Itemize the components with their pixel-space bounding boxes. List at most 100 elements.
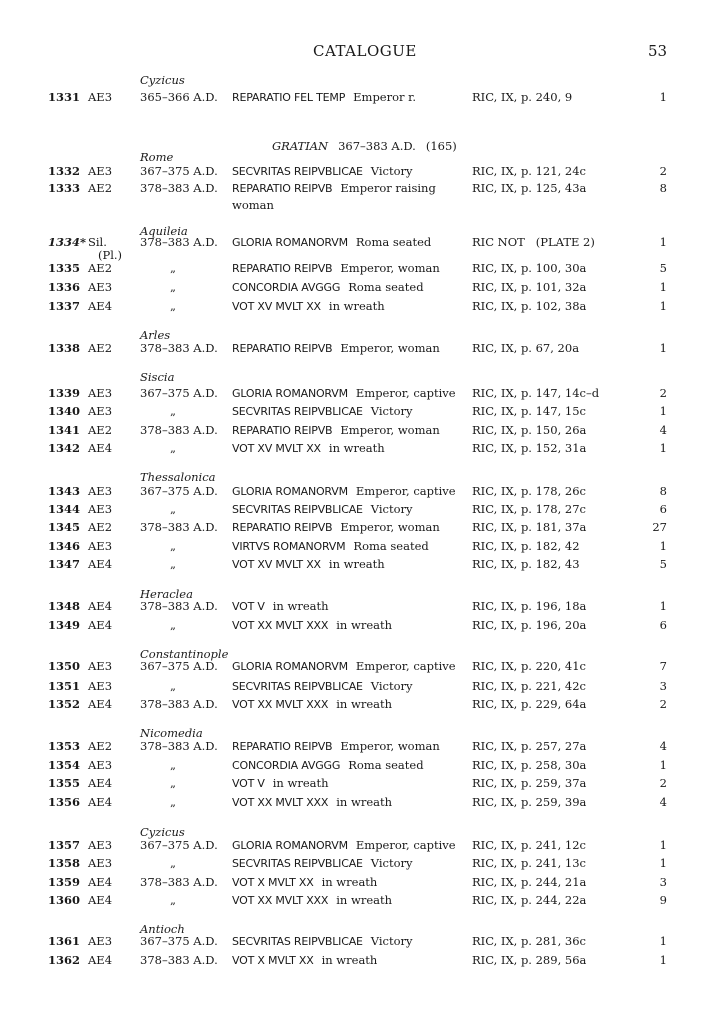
date-range: 378–383 A.D. — [140, 520, 218, 534]
denomination: AE3 — [88, 164, 113, 178]
reverse-legend: REPARATIO REIPVB — [232, 740, 333, 753]
specimen-count: 1 — [659, 235, 667, 249]
specimen-count: 1 — [659, 856, 667, 870]
type-description: Emperor, captive — [355, 838, 456, 852]
reverse-legend: REPARATIO REIPVB — [232, 262, 333, 275]
ric-reference: RIC, IX, p. 241, 12c — [472, 838, 586, 852]
catalogue-number: 1360 — [48, 893, 81, 907]
ric-reference: RIC, IX, p. 240, 9 — [472, 90, 573, 104]
coin-type: REPARATIO FEL TEMP Emperor r. — [232, 90, 416, 105]
denomination: AE3 — [88, 484, 113, 498]
date-range: 367–375 A.D. — [140, 386, 218, 400]
reverse-legend: SECVRITAS REIPVBLICAE — [232, 857, 363, 870]
type-description: Victory — [370, 502, 413, 516]
specimen-count: 1 — [659, 299, 667, 313]
date-range: 378–383 A.D. — [140, 181, 218, 195]
reverse-legend: SECVRITAS REIPVBLICAE — [232, 680, 363, 693]
type-description: in wreath — [272, 599, 329, 613]
denomination: AE3 — [88, 90, 113, 104]
reverse-legend: REPARATIO REIPVB — [232, 342, 333, 355]
mint-name: Antioch — [140, 922, 185, 936]
denomination: AE4 — [88, 618, 113, 632]
date-range: 378–383 A.D. — [140, 341, 218, 355]
date-range: 378–383 A.D. — [140, 697, 218, 711]
denomination: Sil. — [88, 235, 107, 249]
specimen-count: 3 — [659, 679, 667, 693]
date-range: „ — [170, 795, 176, 809]
catalogue-number: 1346 — [48, 539, 81, 553]
date-range: „ — [170, 502, 176, 516]
type-description: in wreath — [328, 557, 385, 571]
specimen-count: 6 — [659, 502, 667, 516]
reverse-legend: VOT XV MVLT XX — [232, 300, 321, 313]
catalogue-number: 1353 — [48, 739, 81, 753]
date-range: 378–383 A.D. — [140, 953, 218, 967]
specimen-count: 8 — [659, 181, 667, 195]
reverse-legend: VOT XX MVLT XXX — [232, 796, 329, 809]
coin-type: GLORIA ROMANORVM Emperor, captive — [232, 386, 456, 401]
catalogue-number: 1359 — [48, 875, 81, 889]
type-description: Victory — [370, 404, 413, 418]
specimen-count: 1 — [659, 539, 667, 553]
catalogue-number: 1345 — [48, 520, 81, 534]
specimen-count: 1 — [659, 341, 667, 355]
denomination: AE3 — [88, 502, 113, 516]
date-range: „ — [170, 557, 176, 571]
denomination: AE4 — [88, 795, 113, 809]
type-description: Emperor, captive — [355, 659, 456, 673]
date-range: 378–383 A.D. — [140, 423, 218, 437]
denomination: AE4 — [88, 893, 113, 907]
catalogue-number: 1331 — [48, 90, 81, 104]
coin-type: VOT X MVLT XX in wreath — [232, 875, 377, 890]
date-range: „ — [170, 776, 176, 790]
specimen-count: 1 — [659, 90, 667, 104]
denomination: AE3 — [88, 386, 113, 400]
specimen-count: 2 — [659, 697, 667, 711]
date-range: 367–375 A.D. — [140, 164, 218, 178]
date-range: „ — [170, 280, 176, 294]
denomination: AE3 — [88, 758, 113, 772]
catalogue-number: 1357 — [48, 838, 81, 852]
reverse-legend: VOT XV MVLT XX — [232, 442, 321, 455]
ric-reference: RIC, IX, p. 257, 27a — [472, 739, 587, 753]
reverse-legend: GLORIA ROMANORVM — [232, 485, 348, 498]
catalogue-number: 1361 — [48, 934, 81, 948]
type-description: Roma seated — [353, 539, 429, 553]
mint-name: Thessalonica — [140, 470, 216, 484]
denomination: AE2 — [88, 520, 113, 534]
type-description: Roma seated — [348, 758, 424, 772]
denomination: AE2 — [88, 423, 113, 437]
catalogue-number: 1336 — [48, 280, 81, 294]
specimen-count: 1 — [659, 404, 667, 418]
denomination: AE3 — [88, 659, 113, 673]
specimen-count: 4 — [659, 795, 667, 809]
reverse-legend: SECVRITAS REIPVBLICAE — [232, 165, 363, 178]
ric-reference: RIC, IX, p. 182, 42 — [472, 539, 580, 553]
date-range: 378–383 A.D. — [140, 235, 218, 249]
type-description: in wreath — [328, 299, 385, 313]
type-description: in wreath — [336, 697, 393, 711]
mint-name: Siscia — [140, 370, 175, 384]
type-description: Emperor, woman — [340, 261, 440, 275]
catalogue-number: 1333 — [48, 181, 81, 195]
type-description: Roma seated — [355, 235, 432, 249]
specimen-count: 5 — [659, 261, 667, 275]
catalogue-number: 1348 — [48, 599, 81, 613]
ric-reference: RIC, IX, p. 121, 24c — [472, 164, 586, 178]
coin-type: REPARATIO REIPVB Emperor raising — [232, 181, 436, 196]
catalogue-number: 1356 — [48, 795, 81, 809]
catalogue-number: 1347 — [48, 557, 81, 571]
catalogue-number: 1344 — [48, 502, 81, 516]
specimen-count: 1 — [659, 280, 667, 294]
coin-type: VOT XV MVLT XX in wreath — [232, 299, 385, 314]
ruler-total: (165) — [425, 139, 457, 153]
specimen-count: 2 — [659, 164, 667, 178]
reverse-legend: CONCORDIA AVGGG — [232, 281, 341, 294]
ruler-name: GRATIAN — [272, 139, 329, 153]
type-description: Victory — [370, 934, 413, 948]
coin-type: REPARATIO REIPVB Emperor, woman — [232, 261, 440, 276]
type-description: Emperor, captive — [355, 484, 456, 498]
reverse-legend: GLORIA ROMANORVM — [232, 236, 348, 249]
coin-type: CONCORDIA AVGGG Roma seated — [232, 758, 424, 773]
coin-type: VOT XX MVLT XXX in wreath — [232, 893, 392, 908]
